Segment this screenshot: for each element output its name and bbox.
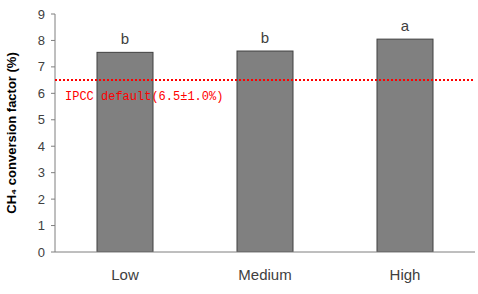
y-tick (51, 66, 55, 67)
x-tick-label: Medium (238, 266, 291, 283)
y-tick (51, 252, 55, 253)
y-tick-label: 7 (38, 59, 45, 74)
y-tick (51, 40, 55, 41)
annotation: b (121, 30, 129, 47)
y-axis-label: CH₄ conversion factor (%) (4, 52, 19, 214)
y-tick-label: 4 (38, 139, 45, 154)
bar (97, 52, 153, 252)
y-tick-label: 3 (38, 165, 45, 180)
y-tick (51, 119, 55, 120)
y-tick-label: 1 (38, 218, 45, 233)
bars (97, 39, 433, 252)
x-axis (55, 252, 475, 253)
x-tick-label: Low (111, 266, 139, 283)
y-axis (55, 14, 56, 252)
chart: 0 1 2 3 4 5 6 7 8 9 Low Medium High CH₄ conversion fa… (0, 0, 478, 294)
annotation: a (401, 17, 410, 34)
reference-line-label: IPCC default(6.5±1.0%) (65, 90, 223, 104)
chart-container: 0 1 2 3 4 5 6 7 8 9 Low Medium High CH₄ conversion fa… (0, 0, 478, 294)
annotation: b (261, 29, 269, 46)
y-tick (51, 172, 55, 173)
reference-line (55, 79, 475, 81)
y-tick-label: 5 (38, 112, 45, 127)
y-tick (51, 199, 55, 200)
y-tick-label: 0 (38, 245, 45, 260)
y-tick (51, 225, 55, 226)
y-tick (51, 146, 55, 147)
y-tick-label: 9 (38, 7, 45, 22)
y-tick-label: 8 (38, 33, 45, 48)
y-tick (51, 14, 55, 15)
bar (237, 51, 293, 252)
y-tick (51, 93, 55, 94)
y-tick-label: 2 (38, 192, 45, 207)
x-tick-label: High (390, 266, 421, 283)
y-tick-label: 6 (38, 86, 45, 101)
bar (377, 39, 433, 252)
